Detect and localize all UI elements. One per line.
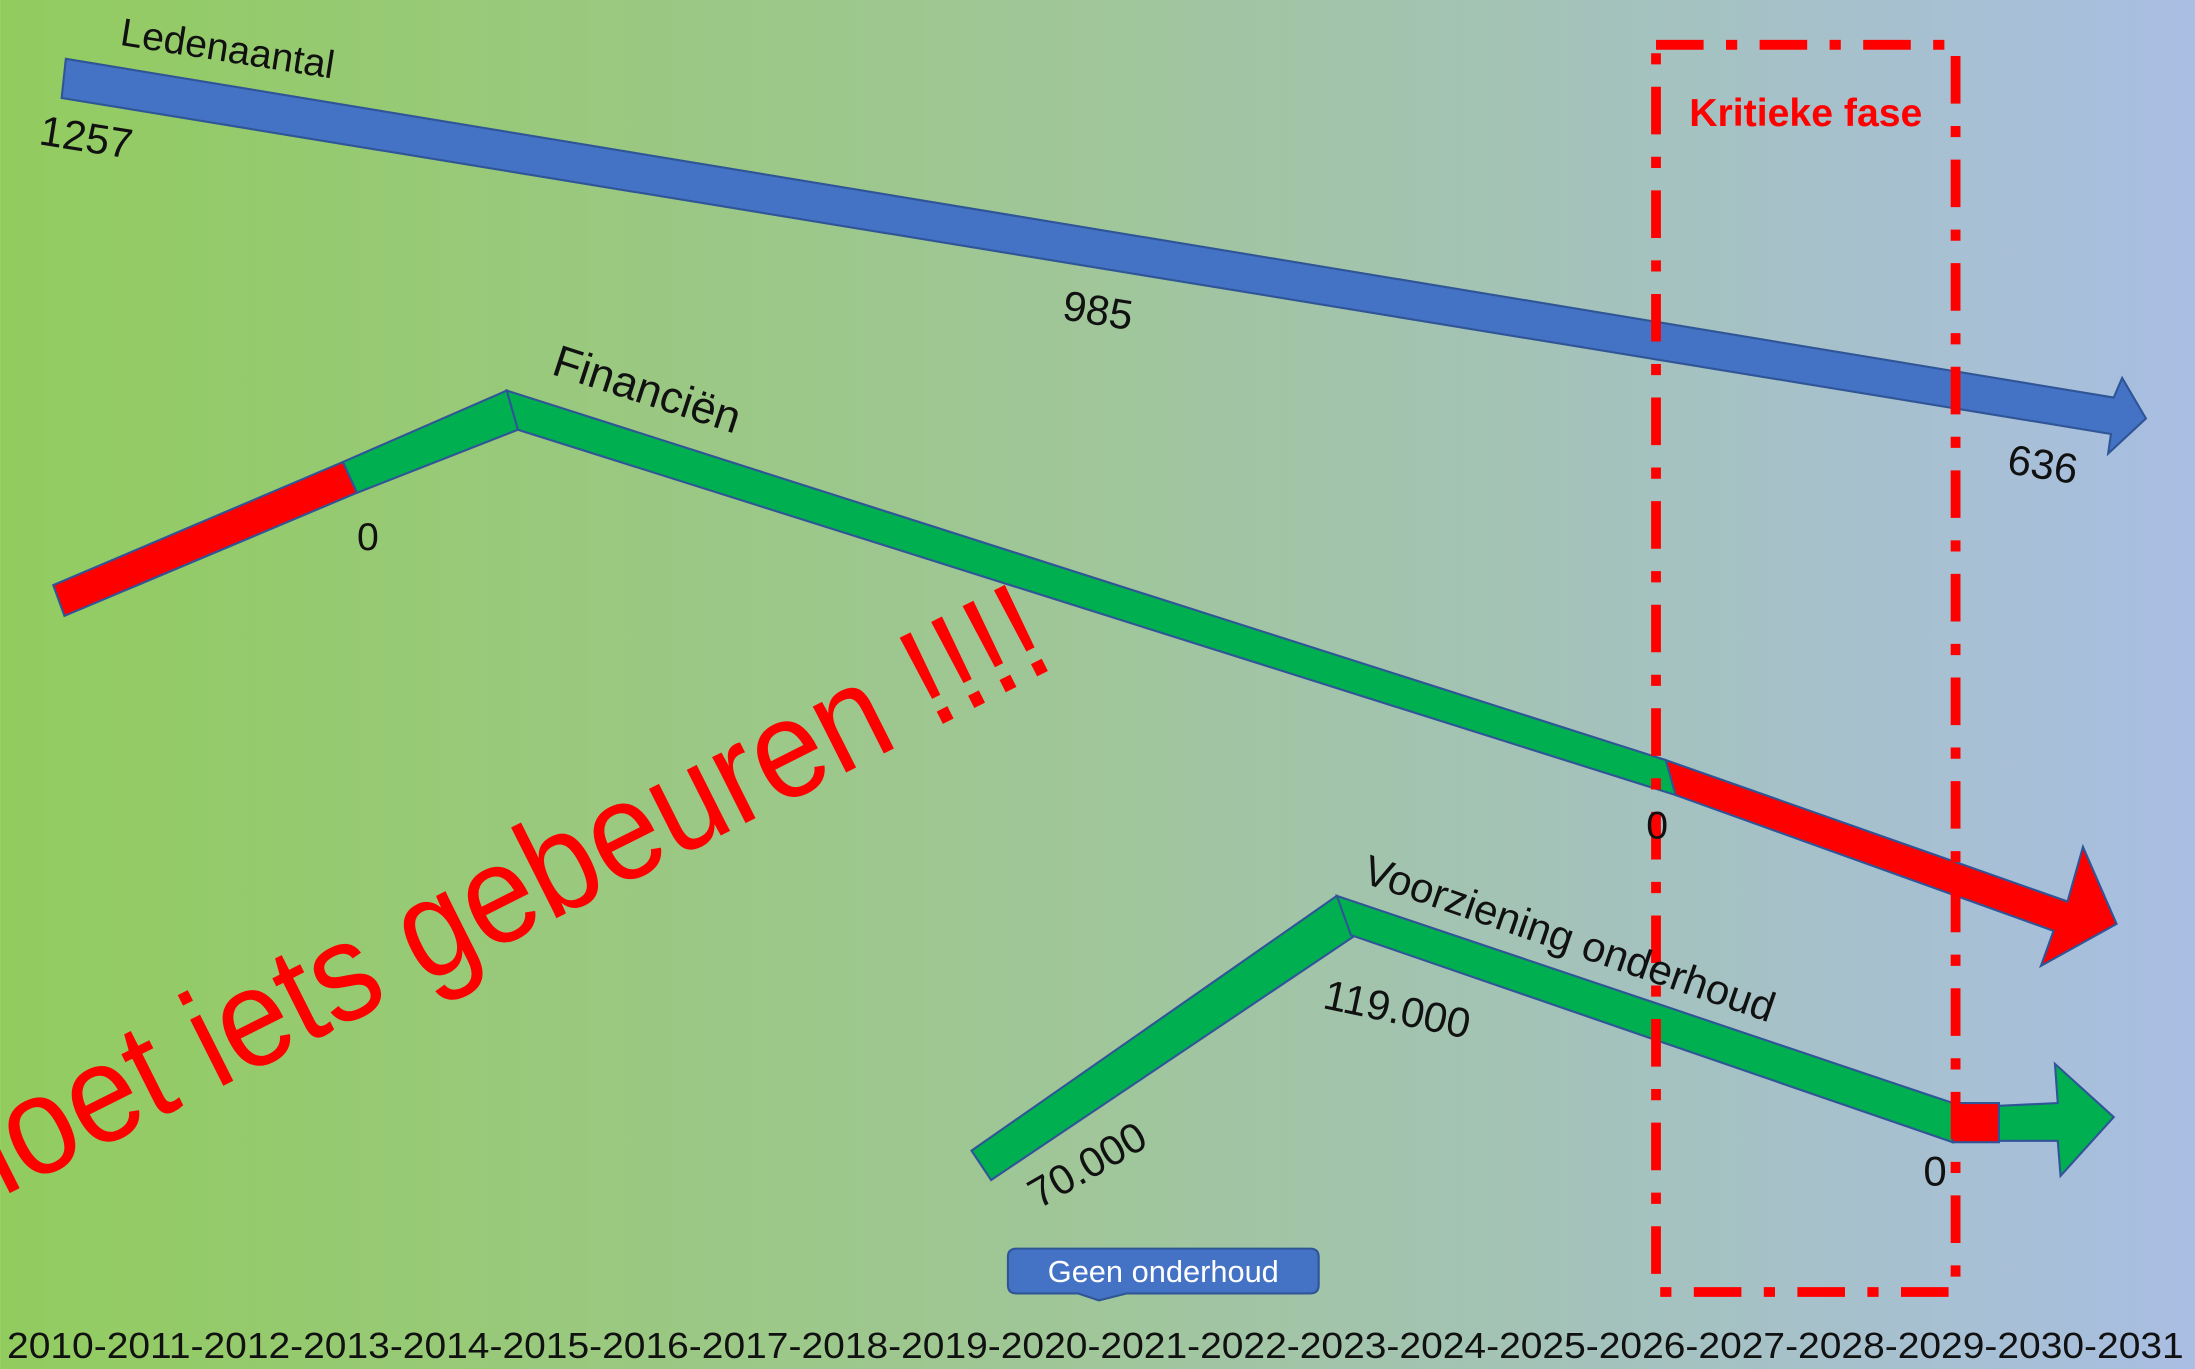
provision-arrow [1997, 1061, 2116, 1179]
finance-zero-2: 0 [1646, 804, 1668, 847]
finance-red-arrow [1664, 758, 2118, 969]
timeline: 2010-2011-2012-2013-2014-2015-2016-2017-… [7, 1325, 2184, 1366]
critical-label: Kritieke fase [1689, 92, 1922, 135]
critical-box [1651, 39, 1961, 1297]
members-arrow [60, 57, 2148, 457]
callout-text: Geen onderhoud [1048, 1254, 1279, 1289]
finance-zero-1: 0 [357, 516, 379, 559]
provision-end: 0 [1923, 1148, 1946, 1195]
callout-box [1006, 1247, 1320, 1302]
members-end: 636 [2005, 436, 2082, 493]
members-middle: 985 [1060, 282, 1137, 339]
